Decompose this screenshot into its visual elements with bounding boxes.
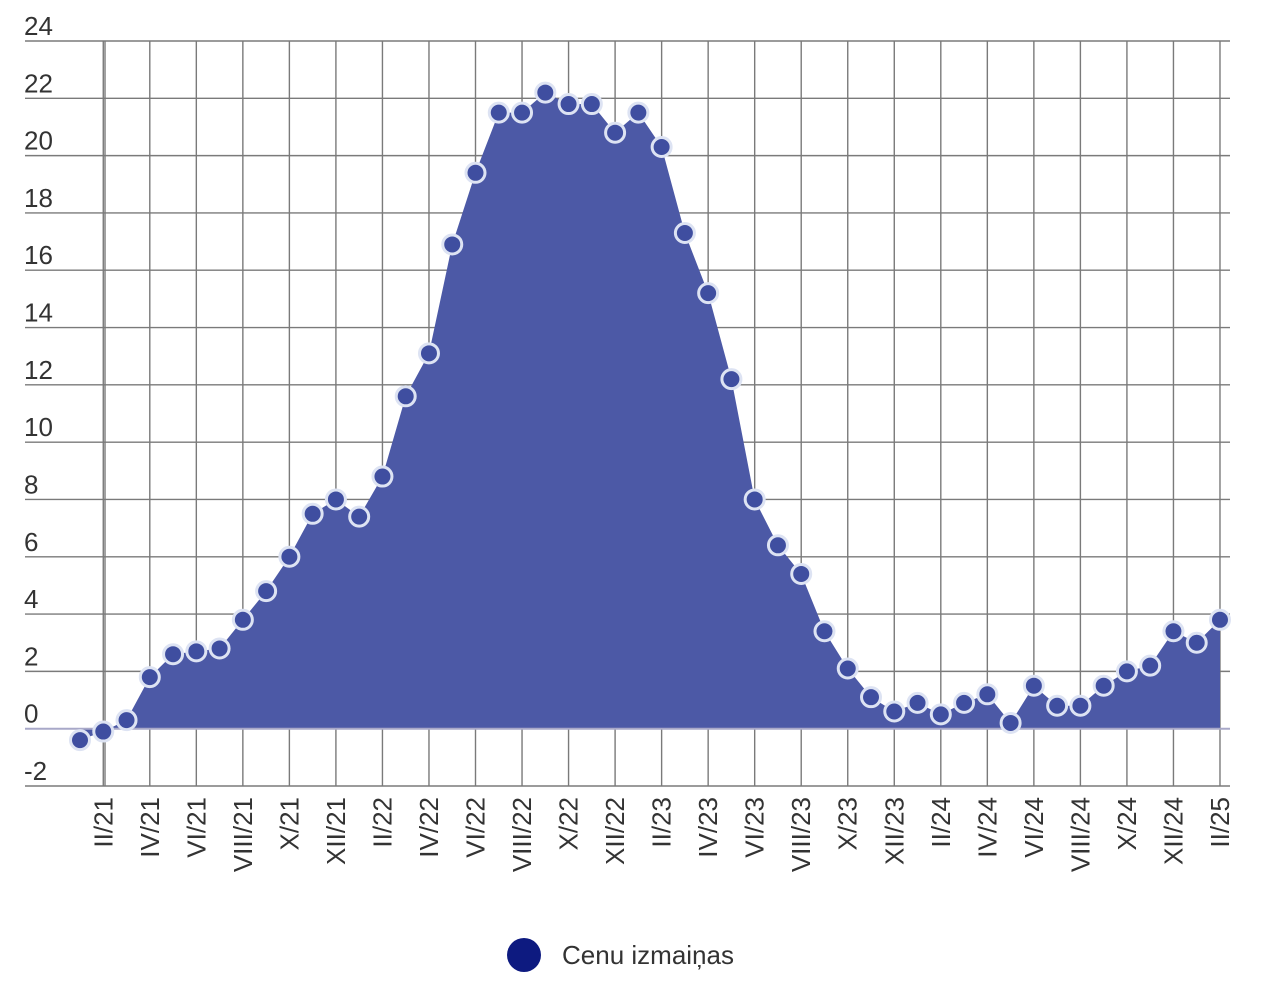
x-tick-label: II/24 — [926, 797, 956, 848]
data-point[interactable] — [1069, 694, 1092, 717]
x-tick-label: VI/22 — [461, 797, 491, 858]
data-point[interactable] — [348, 505, 371, 528]
y-tick-label: 16 — [24, 240, 53, 270]
data-point[interactable] — [1185, 631, 1208, 654]
data-points — [69, 81, 1231, 752]
data-point[interactable] — [604, 121, 627, 144]
x-tick-label: X/24 — [1112, 797, 1142, 851]
y-tick-label: 24 — [24, 11, 53, 41]
data-point[interactable] — [534, 81, 557, 104]
x-tick-label: IV/22 — [414, 797, 444, 858]
data-point[interactable] — [394, 385, 417, 408]
y-tick-label: 20 — [24, 126, 53, 156]
x-tick-label: II/25 — [1205, 797, 1235, 848]
data-point[interactable] — [1139, 654, 1162, 677]
series-area — [80, 92, 1220, 741]
x-tick-label: IV/23 — [693, 797, 723, 858]
data-point[interactable] — [301, 502, 324, 525]
x-tick-label: X/23 — [833, 797, 863, 851]
data-point[interactable] — [673, 221, 696, 244]
x-tick-label: VI/21 — [181, 797, 211, 858]
legend-marker — [507, 938, 541, 972]
data-point[interactable] — [441, 233, 464, 256]
x-tick-label: VIII/24 — [1065, 797, 1095, 872]
data-point[interactable] — [1208, 608, 1231, 631]
data-point[interactable] — [92, 720, 115, 743]
y-tick-label: 0 — [24, 699, 38, 729]
area-layer — [25, 92, 1230, 741]
y-tick-label: 6 — [24, 527, 38, 557]
y-tick-label: 18 — [24, 183, 53, 213]
x-axis-ticks: II/21 IV/21 VI/21 VIII/21 X/21 XII/21 II/22 IV/… — [88, 797, 1235, 872]
x-tick-label: II/21 — [88, 797, 118, 848]
data-point[interactable] — [1162, 620, 1185, 643]
data-point[interactable] — [417, 342, 440, 365]
data-point[interactable] — [115, 709, 138, 732]
data-point[interactable] — [720, 368, 743, 391]
data-point[interactable] — [557, 93, 580, 116]
y-tick-label: -2 — [24, 756, 47, 786]
data-point[interactable] — [860, 686, 883, 709]
data-point[interactable] — [278, 545, 301, 568]
x-tick-label: VIII/23 — [786, 797, 816, 872]
data-point[interactable] — [138, 666, 161, 689]
x-tick-label: XII/22 — [600, 797, 630, 865]
x-tick-label: VIII/21 — [228, 797, 258, 872]
data-point[interactable] — [185, 640, 208, 663]
y-tick-label: 10 — [24, 412, 53, 442]
data-point[interactable] — [1022, 674, 1045, 697]
data-point[interactable] — [743, 488, 766, 511]
data-point[interactable] — [627, 101, 650, 124]
data-point[interactable] — [999, 711, 1022, 734]
x-tick-label: XII/23 — [879, 797, 909, 865]
x-tick-label: IV/21 — [135, 797, 165, 858]
data-point[interactable] — [371, 465, 394, 488]
data-point[interactable] — [162, 643, 185, 666]
x-tick-label: VI/23 — [740, 797, 770, 858]
x-tick-label: XII/24 — [1158, 797, 1188, 865]
data-point[interactable] — [906, 691, 929, 714]
x-tick-label: XII/21 — [321, 797, 351, 865]
data-point[interactable] — [208, 637, 231, 660]
data-point[interactable] — [953, 691, 976, 714]
data-point[interactable] — [1115, 660, 1138, 683]
data-point[interactable] — [1046, 694, 1069, 717]
data-point[interactable] — [813, 620, 836, 643]
data-point[interactable] — [976, 683, 999, 706]
data-point[interactable] — [1092, 674, 1115, 697]
data-point[interactable] — [929, 703, 952, 726]
y-tick-label: 14 — [24, 298, 53, 328]
legend-label: Cenu izmaiņas — [562, 940, 734, 970]
data-point[interactable] — [255, 580, 278, 603]
data-point[interactable] — [487, 101, 510, 124]
x-tick-label: II/23 — [647, 797, 677, 848]
y-tick-label: 12 — [24, 355, 53, 385]
data-point[interactable] — [790, 562, 813, 585]
data-point[interactable] — [69, 729, 91, 752]
data-point[interactable] — [650, 136, 673, 159]
data-point[interactable] — [464, 161, 487, 184]
data-point[interactable] — [231, 608, 254, 631]
data-point[interactable] — [580, 93, 603, 116]
x-tick-label: IV/24 — [972, 797, 1002, 858]
x-tick-label: X/22 — [554, 797, 584, 851]
legend[interactable]: Cenu izmaiņas — [507, 938, 734, 972]
data-point[interactable] — [766, 534, 789, 557]
y-tick-label: 8 — [24, 469, 38, 499]
data-point[interactable] — [836, 657, 859, 680]
x-tick-label: VIII/22 — [507, 797, 537, 872]
x-tick-label: VI/24 — [1019, 797, 1049, 858]
data-point[interactable] — [511, 101, 534, 124]
y-tick-label: 22 — [24, 68, 53, 98]
data-point[interactable] — [697, 282, 720, 305]
x-tick-label: II/22 — [367, 797, 397, 848]
x-tick-label: X/21 — [274, 797, 304, 851]
data-point[interactable] — [883, 700, 906, 723]
y-tick-label: 2 — [24, 641, 38, 671]
data-point[interactable] — [324, 488, 347, 511]
y-tick-label: 4 — [24, 584, 38, 614]
